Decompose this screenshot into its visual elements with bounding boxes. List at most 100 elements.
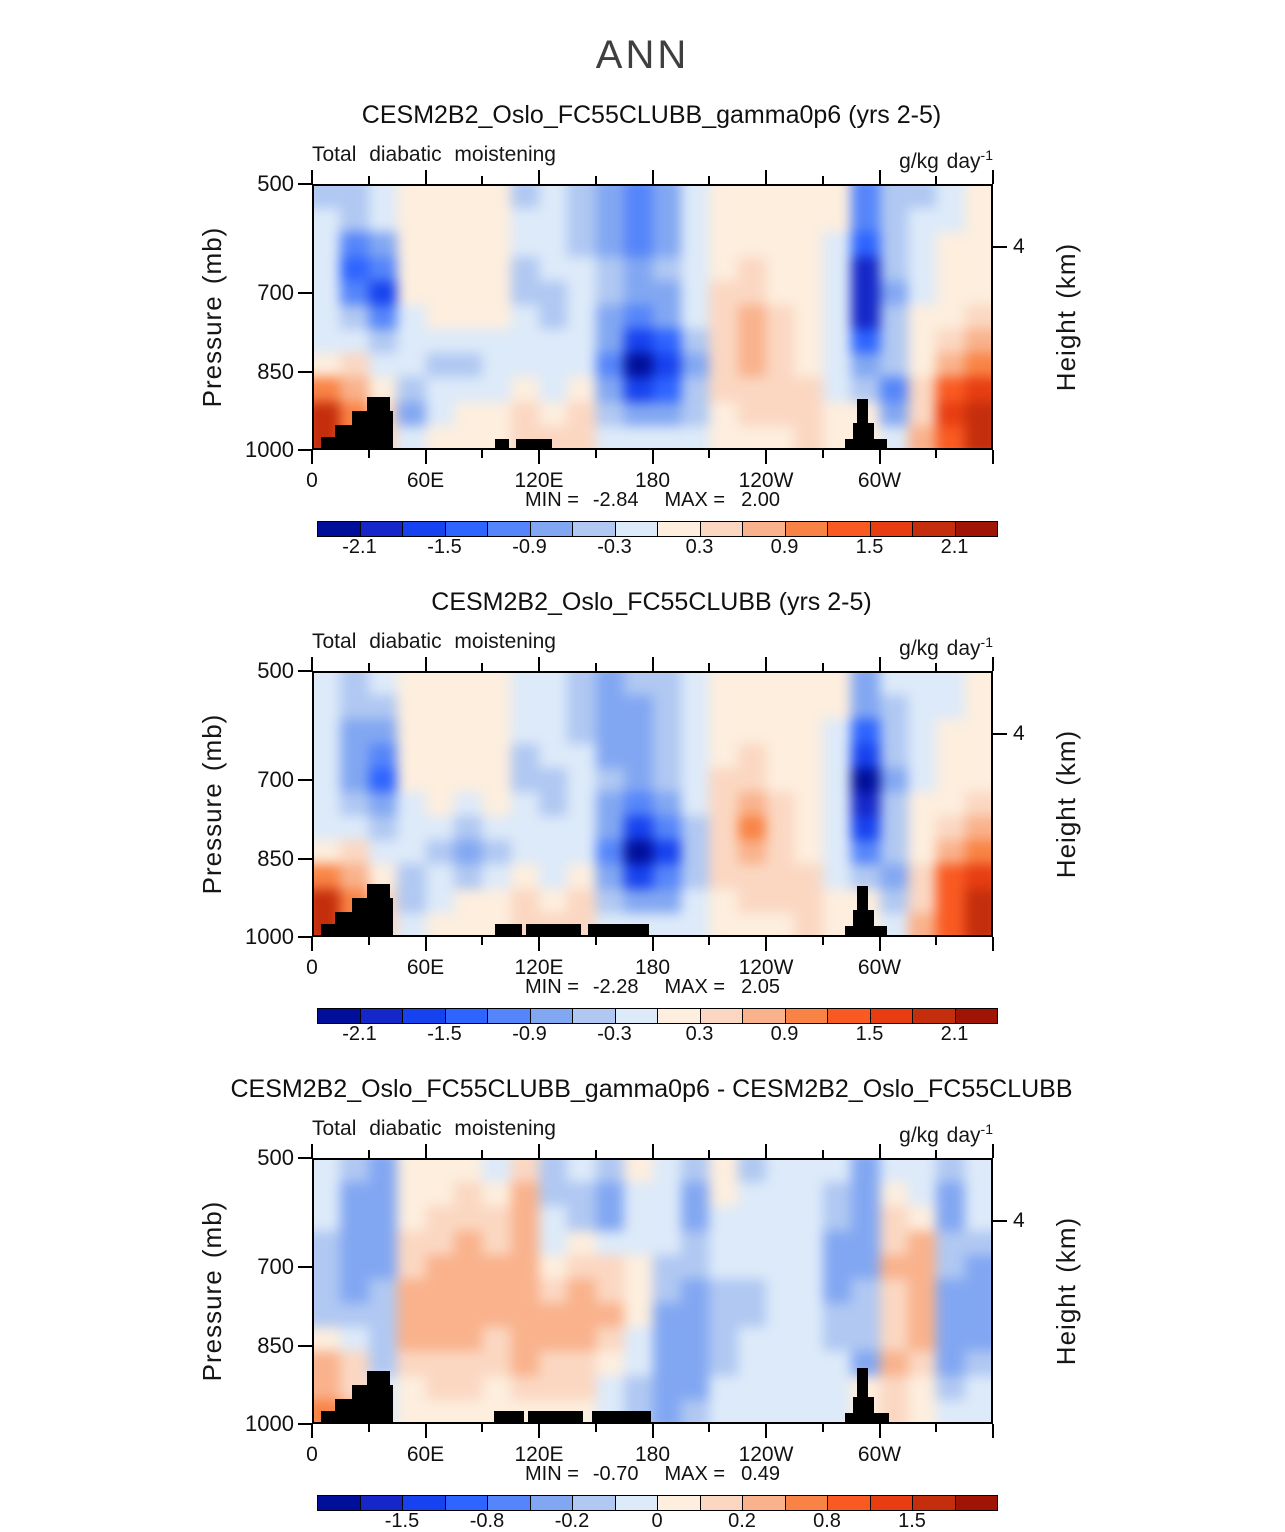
colorbar-tick-label: -1.5	[384, 1510, 420, 1532]
contour-cell	[312, 353, 341, 379]
contour-cell	[595, 329, 625, 354]
contour-cell	[482, 1206, 512, 1232]
contour-cell	[737, 1327, 767, 1353]
units-base: g/kg day	[899, 150, 981, 173]
contour-cell	[624, 329, 654, 354]
contour-cell	[936, 353, 966, 379]
contour-cell	[312, 888, 341, 914]
contour-cell	[851, 256, 881, 282]
height-axis-tick	[993, 1219, 1007, 1222]
contour-cell	[766, 401, 795, 427]
contour-cell	[766, 280, 795, 306]
contour-cell	[312, 1230, 341, 1256]
x-axis-tick	[878, 1144, 881, 1158]
contour-cell	[964, 1327, 993, 1353]
contour-cell	[368, 232, 398, 258]
x-axis-tick	[651, 657, 654, 671]
min-label: MIN =	[524, 489, 579, 511]
x-axis-tick	[765, 937, 767, 951]
contour-cell	[851, 1206, 881, 1232]
y-axis-tick	[298, 1157, 312, 1159]
max-value: 2.05	[741, 976, 780, 998]
contour-cell	[595, 232, 625, 258]
x-axis-minor-tick	[935, 663, 938, 671]
contour-cell	[453, 671, 483, 696]
contour-cell	[567, 1375, 597, 1401]
minmax-annotation: MIN = -2.84 MAX = 2.00	[312, 489, 993, 511]
contour-cell	[794, 1327, 824, 1353]
colorbar-tick-label: 0.9	[770, 536, 799, 558]
contour-cell	[794, 816, 824, 841]
contour-cell	[482, 208, 512, 233]
contour-cell	[652, 767, 682, 793]
contour-cell	[907, 1278, 937, 1304]
colorbar-cell	[572, 1495, 616, 1511]
contour-cell	[368, 353, 398, 379]
contour-cell	[453, 329, 483, 354]
colorbar-cell	[402, 1008, 446, 1024]
plot-area	[312, 184, 993, 450]
contour-cell	[879, 791, 909, 817]
contour-cell	[368, 208, 398, 233]
contour-cell	[936, 1399, 966, 1424]
contour-cell	[595, 208, 625, 233]
max-label: MAX =	[664, 1463, 726, 1485]
contour-cell	[936, 864, 966, 890]
x-axis-tick	[765, 450, 767, 464]
contour-cell	[368, 1158, 398, 1183]
contour-cell	[425, 425, 455, 450]
contour-cell	[680, 791, 710, 817]
contour-cell	[709, 208, 739, 233]
pressure-axis-label: Pressure (mb)	[197, 226, 227, 408]
contour-cell	[680, 1182, 710, 1207]
colorbar-cell	[742, 1008, 786, 1024]
max-label: MAX =	[664, 976, 726, 998]
contour-cell	[482, 864, 512, 890]
x-axis-tick	[538, 450, 540, 464]
units-base: g/kg day	[899, 1124, 981, 1147]
contour-cell	[936, 695, 966, 720]
x-axis-tick	[992, 937, 994, 951]
plot-area	[312, 1158, 993, 1424]
contour-cell	[879, 329, 909, 354]
contour-cell	[397, 1254, 427, 1280]
colorbar-tick-label: -0.3	[597, 536, 632, 558]
contour-cell	[737, 695, 767, 720]
contour-cell	[822, 1351, 852, 1377]
x-tick-label: 180	[634, 1443, 671, 1466]
contour-cell	[567, 1303, 597, 1328]
colorbar-cell	[444, 1008, 489, 1024]
units-label: g/kg day-1	[733, 142, 993, 173]
contour-cell	[964, 912, 993, 937]
contour-cell	[425, 1230, 455, 1256]
contour-cell	[312, 864, 341, 890]
contour-cell	[652, 377, 682, 403]
contour-cell	[624, 1206, 654, 1232]
contour-cell	[425, 184, 455, 209]
x-tick-label: 0	[306, 956, 318, 979]
contour-cell	[510, 1375, 540, 1401]
contour-field	[312, 671, 993, 937]
figure-title: ANN	[595, 33, 690, 77]
contour-cell	[595, 671, 625, 696]
contour-cell	[340, 280, 370, 306]
x-axis-tick	[992, 170, 994, 184]
contour-cell	[595, 256, 625, 282]
contour-cell	[737, 743, 767, 769]
contour-cell	[539, 304, 568, 330]
height-axis-label: Height (km)	[1051, 729, 1081, 879]
contour-cell	[539, 353, 568, 379]
contour-cell	[680, 840, 710, 866]
x-axis-minor-tick	[481, 663, 484, 671]
contour-cell	[595, 719, 625, 745]
contour-cell	[907, 425, 937, 450]
contour-cell	[510, 353, 540, 379]
contour-cell	[595, 1278, 625, 1304]
contour-cell	[368, 280, 398, 306]
contour-cell	[453, 401, 483, 427]
y-axis-tick	[298, 1344, 312, 1347]
units-base: g/kg day	[899, 637, 981, 660]
colorbar-cell	[699, 1495, 744, 1511]
topography-block	[588, 923, 649, 937]
contour-cell	[907, 1375, 937, 1401]
